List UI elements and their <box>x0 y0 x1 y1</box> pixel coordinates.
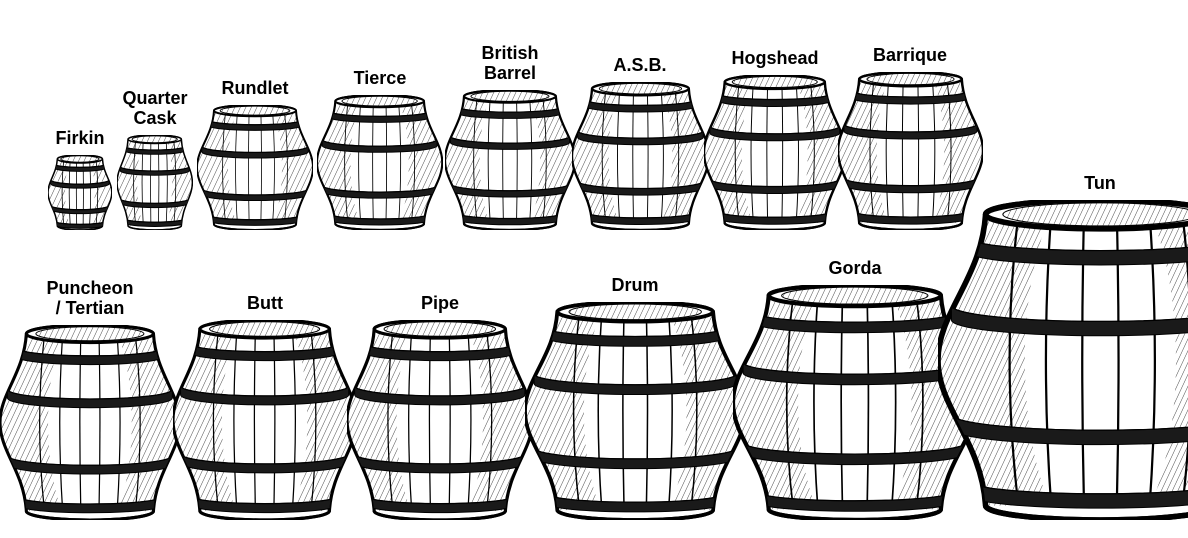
barrel-illustration-puncheon <box>0 325 180 520</box>
barrel-label-drum: Drum <box>611 275 658 296</box>
barrel-british-barrel: British Barrel <box>445 43 575 230</box>
barrel-label-rundlet: Rundlet <box>222 78 289 99</box>
barrel-illustration-asb <box>572 82 709 230</box>
barrel-label-barrique: Barrique <box>873 45 947 66</box>
barrel-label-tierce: Tierce <box>354 68 407 89</box>
barrel-illustration-rundlet <box>197 105 313 230</box>
barrel-size-chart: Firkin Quarter Cask Rundlet Tierce British B… <box>0 0 1188 538</box>
barrel-asb: A.S.B. <box>572 55 709 230</box>
barrel-illustration-hogshead <box>704 75 846 230</box>
barrel-label-british-barrel: British Barrel <box>481 43 538 84</box>
barrel-illustration-quarter-cask <box>117 135 192 230</box>
barrel-firkin: Firkin <box>48 128 112 230</box>
barrel-tun: Tun <box>938 173 1188 520</box>
barrel-butt: Butt <box>173 293 356 520</box>
barrel-label-pipe: Pipe <box>421 293 459 314</box>
barrel-label-quarter-cask: Quarter Cask <box>122 88 187 129</box>
barrel-tierce: Tierce <box>317 68 442 230</box>
barrel-illustration-drum <box>525 302 745 520</box>
barrel-label-butt: Butt <box>247 293 283 314</box>
barrel-hogshead: Hogshead <box>704 48 846 230</box>
barrel-illustration-pipe <box>347 320 533 520</box>
barrel-illustration-butt <box>173 320 356 520</box>
barrel-drum: Drum <box>525 275 745 520</box>
barrel-label-gorda: Gorda <box>828 258 881 279</box>
barrel-label-asb: A.S.B. <box>613 55 666 76</box>
barrel-label-hogshead: Hogshead <box>731 48 818 69</box>
barrel-rundlet: Rundlet <box>197 78 313 230</box>
barrel-puncheon: Puncheon / Tertian <box>0 278 180 520</box>
barrel-quarter-cask: Quarter Cask <box>117 88 192 230</box>
barrel-illustration-firkin <box>48 155 112 230</box>
barrel-pipe: Pipe <box>347 293 533 520</box>
barrel-illustration-tun <box>938 200 1188 520</box>
barrel-illustration-tierce <box>317 95 442 230</box>
barrel-label-firkin: Firkin <box>55 128 104 149</box>
barrel-label-puncheon: Puncheon / Tertian <box>46 278 133 319</box>
barrel-label-tun: Tun <box>1084 173 1116 194</box>
barrel-illustration-british-barrel <box>445 90 575 230</box>
